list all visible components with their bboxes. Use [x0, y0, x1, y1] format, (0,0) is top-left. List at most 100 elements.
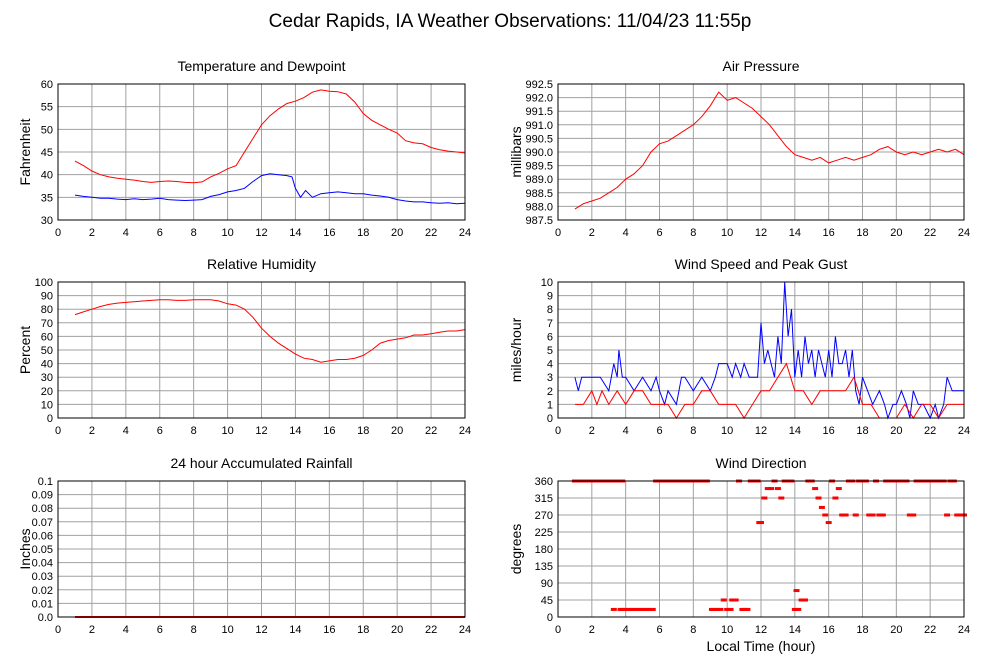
x-tick-label: 12 — [255, 624, 267, 636]
data-point — [906, 513, 913, 517]
y-tick-label: 0.04 — [32, 558, 53, 570]
data-point — [954, 513, 961, 517]
x-tick-label: 4 — [123, 624, 129, 636]
x-tick-label: 10 — [221, 624, 233, 636]
data-point — [764, 487, 771, 491]
data-point — [646, 607, 653, 611]
y-tick-label: 270 — [535, 510, 553, 522]
y-axis-label: miles/hour — [508, 317, 524, 382]
y-tick-label: 90 — [41, 291, 53, 303]
plot-frame — [57, 281, 466, 419]
data-point — [791, 607, 798, 611]
x-tick-label: 6 — [157, 624, 163, 636]
data-point — [801, 598, 808, 602]
y-tick-label: 989.5 — [525, 161, 553, 173]
y-tick-label: 90 — [541, 578, 553, 590]
y-tick-label: 225 — [535, 527, 553, 539]
y-tick-label: 180 — [535, 544, 553, 556]
y-tick-label: 135 — [535, 561, 553, 573]
x-tick-label: 8 — [191, 425, 197, 437]
y-tick-label: 50 — [41, 124, 53, 136]
chart-title: Relative Humidity — [207, 256, 316, 272]
x-tick-label: 22 — [425, 227, 437, 239]
y-tick-label: 8 — [547, 304, 553, 316]
data-point — [642, 607, 649, 611]
x-tick-label: 0 — [555, 227, 561, 239]
y-tick-label: 80 — [41, 304, 53, 316]
data-point — [822, 513, 829, 517]
x-tick-label: 20 — [890, 624, 902, 636]
y-tick-label: 30 — [41, 215, 53, 227]
series-line — [574, 91, 965, 210]
x-tick-label: 24 — [958, 425, 970, 437]
x-tick-label: 8 — [690, 624, 696, 636]
chart-title: Wind Direction — [715, 455, 806, 471]
data-point — [825, 521, 832, 525]
x-tick-label: 10 — [721, 227, 733, 239]
x-tick-label: 6 — [656, 624, 662, 636]
y-tick-label: 990.5 — [525, 133, 553, 145]
x-tick-label: 24 — [459, 624, 471, 636]
y-tick-label: 4 — [547, 359, 553, 371]
data-point — [832, 496, 839, 500]
x-tick-label: 18 — [856, 624, 868, 636]
y-tick-label: 0.09 — [32, 490, 53, 502]
data-point — [758, 521, 764, 525]
data-point — [815, 496, 822, 500]
data-point — [717, 607, 724, 611]
data-point — [744, 607, 751, 611]
data-point — [866, 513, 873, 517]
y-tick-label: 992.0 — [525, 93, 553, 105]
x-tick-label: 8 — [191, 227, 197, 239]
y-tick-label: 10 — [541, 277, 553, 289]
y-tick-label: 60 — [41, 331, 53, 343]
x-tick-label: 18 — [357, 425, 369, 437]
x-tick-label: 16 — [323, 624, 335, 636]
x-tick-label: 16 — [823, 425, 835, 437]
y-axis-label: millibars — [508, 126, 524, 177]
y-tick-label: 30 — [41, 372, 53, 384]
x-tick-label: 20 — [890, 425, 902, 437]
x-tick-label: 0 — [55, 227, 61, 239]
y-tick-label: 5 — [547, 345, 553, 357]
x-tick-label: 18 — [357, 227, 369, 239]
y-tick-label: 1 — [547, 399, 553, 411]
data-point — [727, 607, 734, 611]
x-tick-label: 12 — [755, 227, 767, 239]
x-tick-label: 10 — [221, 425, 233, 437]
x-tick-label: 12 — [255, 425, 267, 437]
x-tick-label: 6 — [157, 425, 163, 437]
x-tick-label: 4 — [623, 227, 629, 239]
x-tick-label: 0 — [555, 425, 561, 437]
series-line — [74, 299, 466, 363]
data-point — [720, 598, 727, 602]
data-point — [714, 607, 721, 611]
x-tick-label: 6 — [656, 227, 662, 239]
y-tick-label: 0.05 — [32, 544, 53, 556]
y-tick-label: 0.03 — [32, 571, 53, 583]
data-point — [879, 513, 886, 517]
data-point — [869, 513, 876, 517]
x-tick-label: 14 — [789, 227, 801, 239]
y-tick-label: 40 — [41, 170, 53, 182]
y-axis-label: Percent — [17, 326, 33, 374]
x-tick-label: 10 — [721, 624, 733, 636]
data-point — [774, 487, 781, 491]
y-tick-label: 315 — [535, 493, 553, 505]
x-tick-label: 14 — [789, 624, 801, 636]
data-point — [710, 607, 717, 611]
series-line — [74, 89, 466, 184]
data-point — [818, 505, 825, 509]
x-tick-label: 22 — [924, 227, 936, 239]
page-title: Cedar Rapids, IA Weather Observations: 1… — [269, 11, 752, 32]
plot-frame — [557, 83, 965, 221]
plot-frame — [557, 281, 965, 419]
x-tick-label: 14 — [289, 624, 301, 636]
x-tick-label: 6 — [157, 227, 163, 239]
data-point — [876, 513, 883, 517]
data-point — [812, 487, 819, 491]
y-tick-label: 6 — [547, 331, 553, 343]
data-point — [741, 607, 748, 611]
